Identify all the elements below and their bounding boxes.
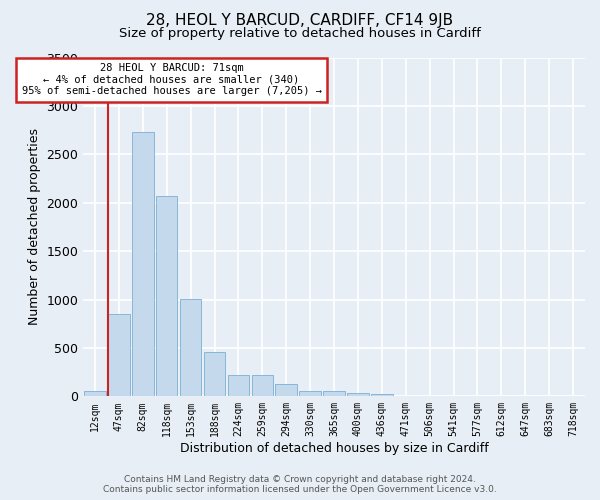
Bar bbox=[323, 392, 345, 396]
Bar bbox=[227, 374, 249, 396]
X-axis label: Distribution of detached houses by size in Cardiff: Distribution of detached houses by size … bbox=[179, 442, 488, 455]
Bar bbox=[156, 196, 178, 396]
Text: 28, HEOL Y BARCUD, CARDIFF, CF14 9JB: 28, HEOL Y BARCUD, CARDIFF, CF14 9JB bbox=[146, 12, 454, 28]
Bar bbox=[204, 352, 225, 397]
Bar bbox=[299, 390, 321, 396]
Bar bbox=[371, 394, 392, 396]
Y-axis label: Number of detached properties: Number of detached properties bbox=[28, 128, 41, 326]
Bar bbox=[84, 391, 106, 396]
Text: Size of property relative to detached houses in Cardiff: Size of property relative to detached ho… bbox=[119, 28, 481, 40]
Bar bbox=[132, 132, 154, 396]
Bar bbox=[180, 298, 202, 396]
Bar bbox=[251, 374, 273, 396]
Bar bbox=[347, 394, 368, 396]
Bar bbox=[108, 314, 130, 396]
Text: Contains HM Land Registry data © Crown copyright and database right 2024.
Contai: Contains HM Land Registry data © Crown c… bbox=[103, 474, 497, 494]
Bar bbox=[275, 384, 297, 396]
Text: 28 HEOL Y BARCUD: 71sqm
← 4% of detached houses are smaller (340)
95% of semi-de: 28 HEOL Y BARCUD: 71sqm ← 4% of detached… bbox=[22, 63, 322, 96]
